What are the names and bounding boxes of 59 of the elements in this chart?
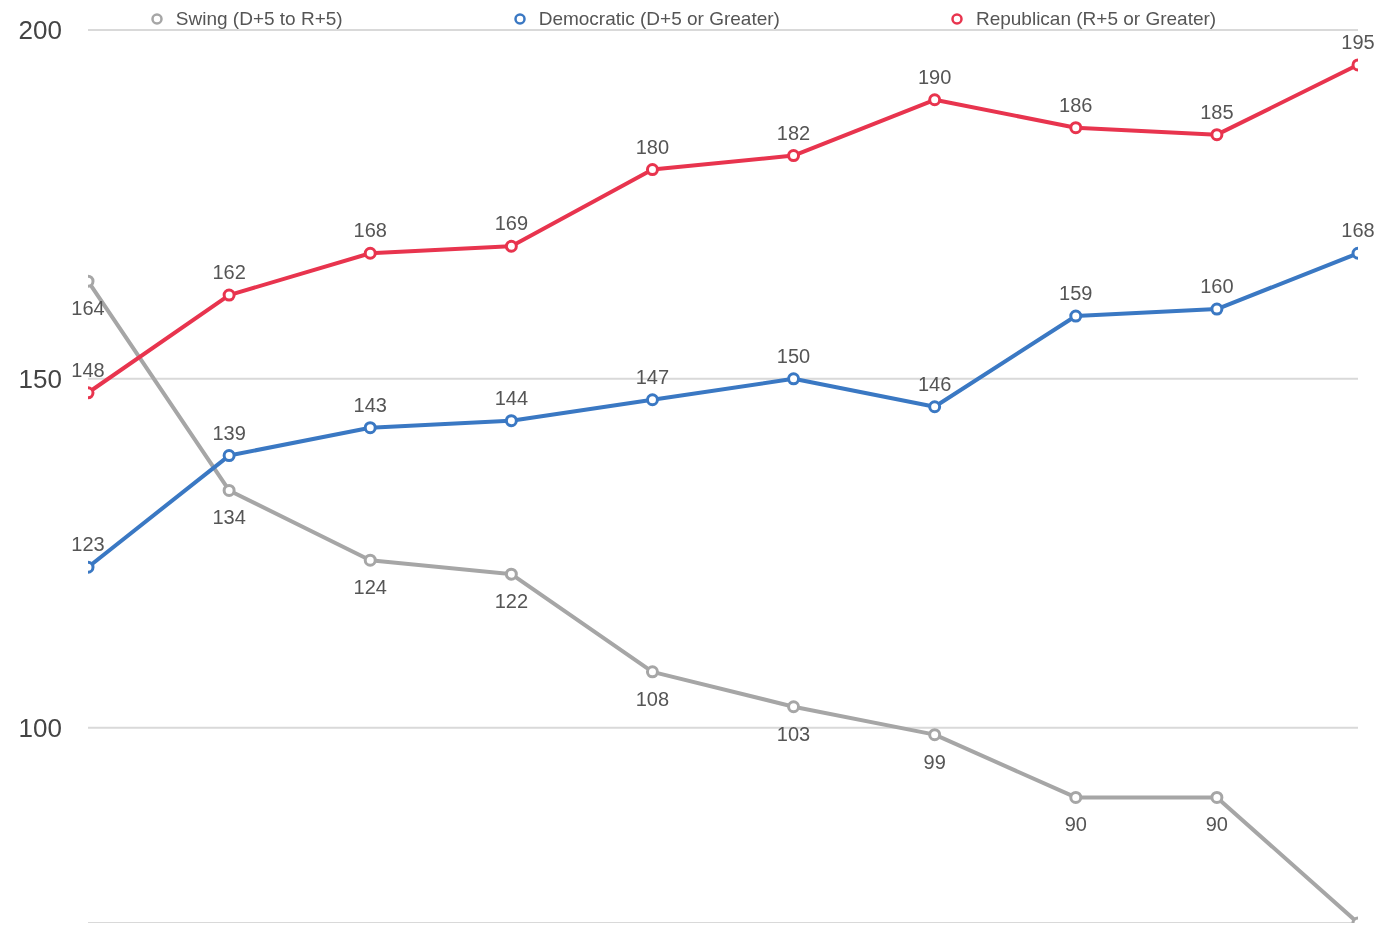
data-label: 182 (776, 121, 811, 144)
point (645, 665, 659, 679)
point (787, 149, 801, 163)
data-label: 147 (635, 365, 670, 388)
data-label: 99 (923, 750, 946, 773)
y-tick-label: 100 (18, 712, 62, 743)
point (504, 414, 518, 428)
data-label: 169 (494, 212, 529, 235)
data-label: 168 (1341, 219, 1375, 242)
data-label: 195 (1341, 30, 1375, 53)
point (1210, 128, 1224, 142)
point (928, 400, 942, 414)
data-label: 122 (494, 590, 529, 613)
point (363, 246, 377, 260)
point (645, 163, 659, 177)
data-label: 190 (917, 65, 952, 88)
data-label: 144 (494, 386, 529, 409)
data-label: 134 (212, 506, 246, 529)
data-label: 159 (1059, 282, 1093, 305)
data-label: 148 (71, 358, 105, 381)
point (1210, 790, 1224, 804)
point (928, 93, 942, 107)
data-label: 139 (212, 421, 246, 444)
data-label: 150 (776, 344, 811, 367)
legend-label: Democratic (D+5 or Greater) (538, 8, 780, 30)
point (222, 483, 236, 497)
point (787, 700, 801, 714)
point (1069, 121, 1083, 135)
point (222, 449, 236, 463)
data-label: 108 (635, 687, 670, 710)
point (1069, 309, 1083, 323)
data-label: 90 (1064, 813, 1087, 836)
point (222, 288, 236, 302)
point (645, 393, 659, 407)
legend-label: Republican (R+5 or Greater) (975, 8, 1217, 30)
data-label: 168 (353, 219, 387, 242)
point (1210, 302, 1224, 316)
point (928, 728, 942, 742)
data-label: 123 (71, 533, 105, 556)
data-label: 164 (71, 297, 105, 320)
data-label: 146 (917, 372, 952, 395)
data-label: 103 (776, 722, 811, 745)
point (363, 421, 377, 435)
point (1069, 790, 1083, 804)
data-label: 185 (1200, 100, 1234, 123)
data-label: 124 (353, 576, 387, 599)
point (504, 567, 518, 581)
point (787, 372, 801, 386)
data-label: 180 (635, 135, 670, 158)
data-label: 90 (1205, 813, 1229, 836)
data-label: 162 (212, 261, 246, 284)
legend-label: Swing (D+5 to R+5) (175, 8, 343, 30)
data-label: 186 (1059, 93, 1093, 116)
data-label: 160 (1200, 275, 1234, 298)
y-tick-label: 150 (18, 364, 62, 395)
y-tick-label: 200 (18, 15, 62, 46)
data-label: 143 (353, 393, 387, 416)
point (363, 553, 377, 567)
point (504, 239, 518, 253)
